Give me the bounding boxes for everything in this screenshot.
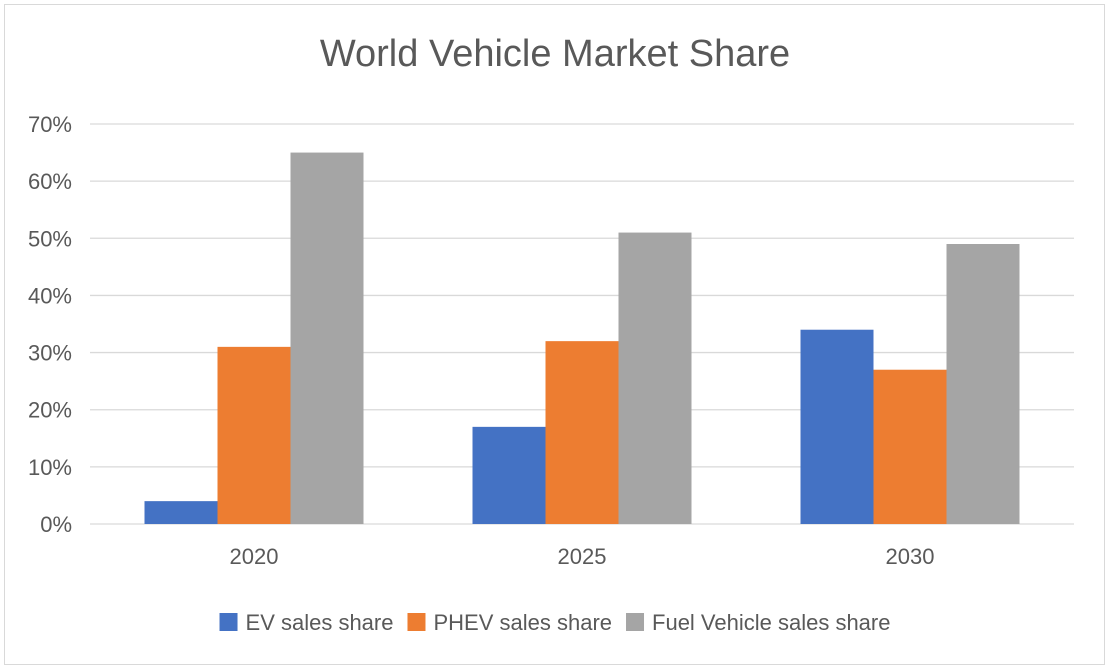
- bars: [144, 152, 1020, 525]
- x-tick-label: 2025: [558, 544, 607, 569]
- y-axis-ticks: 0% 10% 20% 30% 40% 50% 60% 70%: [28, 112, 72, 537]
- y-tick-label: 0%: [40, 512, 72, 537]
- bar-phev-sales-share-2030: [873, 369, 947, 524]
- bar-phev-sales-share-2025: [545, 341, 619, 524]
- legend-label: PHEV sales share: [433, 610, 612, 635]
- y-tick-label: 70%: [28, 112, 72, 137]
- x-axis-ticks: 2020 2025 2030: [230, 544, 935, 569]
- y-tick-label: 40%: [28, 283, 72, 308]
- chart-frame: [4, 4, 1105, 665]
- y-tick-label: 20%: [28, 398, 72, 423]
- chart-title: World Vehicle Market Share: [320, 33, 790, 75]
- legend-swatch: [219, 613, 238, 631]
- legend-label: Fuel Vehicle sales share: [652, 610, 890, 635]
- bar-ev-sales-share-2020: [144, 501, 218, 524]
- bar-phev-sales-share-2020: [217, 346, 291, 524]
- y-tick-label: 60%: [28, 169, 72, 194]
- legend-label: EV sales share: [246, 610, 394, 635]
- x-tick-label: 2020: [230, 544, 279, 569]
- legend-swatch: [407, 613, 426, 631]
- x-tick-label: 2030: [886, 544, 935, 569]
- legend-swatch: [626, 613, 645, 631]
- bar-ev-sales-share-2030: [800, 329, 874, 524]
- y-tick-label: 30%: [28, 341, 72, 366]
- bar-fuel-vehicle-sales-share-2030: [946, 244, 1020, 524]
- legend: EV sales share PHEV sales share Fuel Vehic…: [219, 610, 890, 635]
- bar-fuel-vehicle-sales-share-2020: [290, 152, 364, 525]
- y-tick-label: 50%: [28, 226, 72, 251]
- bar-fuel-vehicle-sales-share-2025: [618, 232, 692, 525]
- bar-ev-sales-share-2025: [472, 426, 546, 524]
- y-tick-label: 10%: [28, 455, 72, 480]
